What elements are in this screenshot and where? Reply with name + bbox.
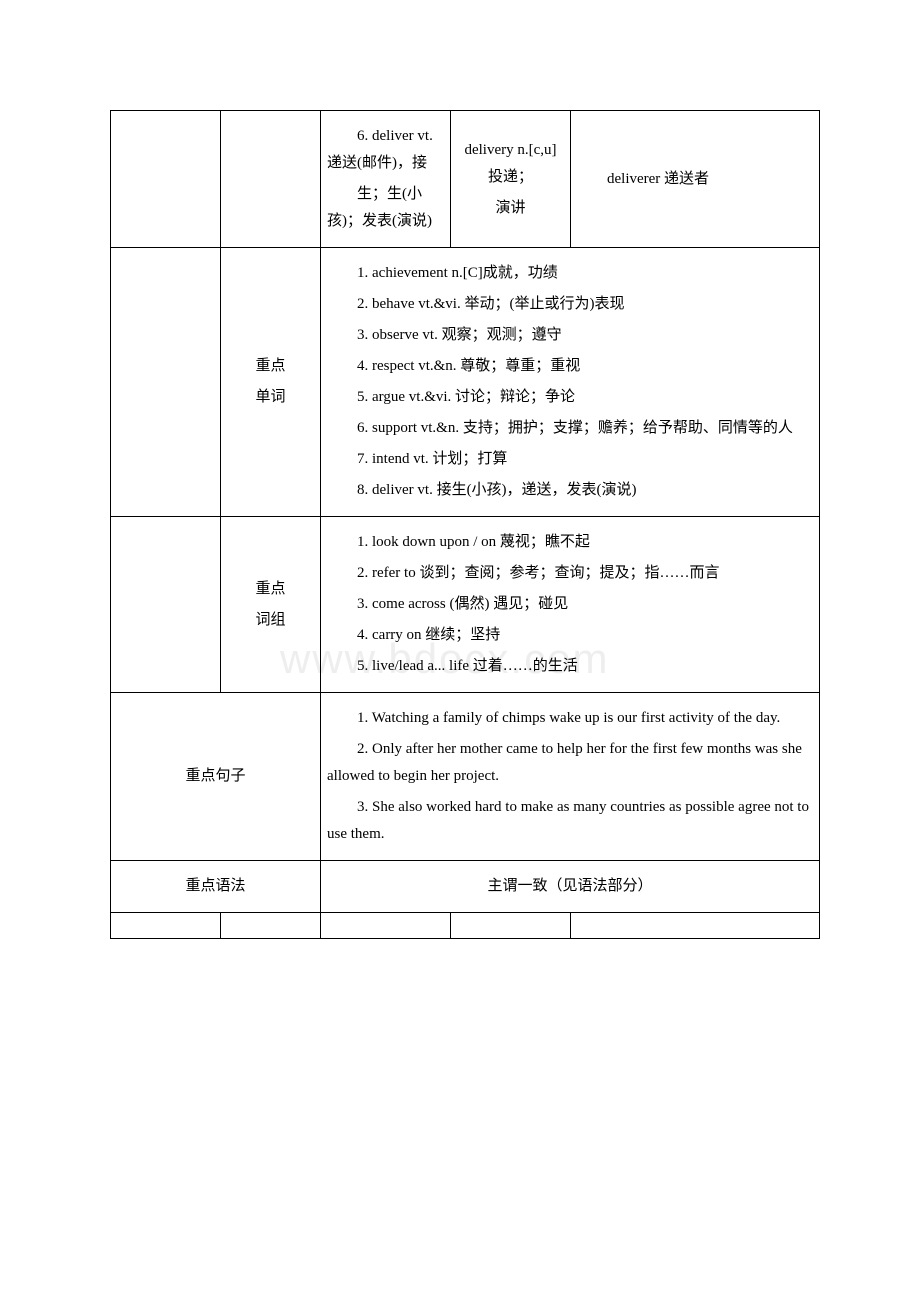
phrase-3: 3. come across (偶然) 遇见；碰见 bbox=[327, 591, 813, 618]
phrase-2: 2. refer to 谈到；查阅；参考；查询；提及；指……而言 bbox=[327, 560, 813, 587]
cell-deliverer: deliverer 递送者 bbox=[571, 111, 820, 248]
word-2: 2. behave vt.&vi. 举动；(举止或行为)表现 bbox=[327, 291, 813, 318]
row-key-phrases: 重点 词组 1. look down upon / on 蔑视；瞧不起 2. r… bbox=[111, 517, 820, 693]
delivery-text-2: 演讲 bbox=[457, 195, 564, 222]
cell-label-phrases: 重点 词组 bbox=[221, 517, 321, 693]
label-grammar: 重点语法 bbox=[117, 873, 314, 900]
word-5: 5. argue vt.&vi. 讨论；辩论；争论 bbox=[327, 384, 813, 411]
sentence-3: 3. She also worked hard to make as many … bbox=[327, 794, 813, 848]
cell-sentences-content: 1. Watching a family of chimps wake up i… bbox=[321, 693, 820, 861]
cell-delivery: delivery n.[c,u]投递； 演讲 bbox=[451, 111, 571, 248]
word-1: 1. achievement n.[C]成就，功绩 bbox=[327, 260, 813, 287]
label-words-1: 重点 bbox=[227, 353, 314, 380]
deliver-text-2: 生；生(小孩)；发表(演说) bbox=[327, 181, 444, 235]
empty-cell-3 bbox=[321, 913, 451, 939]
cell-deliver-def: 6. deliver vt.递送(邮件)，接 生；生(小孩)；发表(演说) bbox=[321, 111, 451, 248]
grammar-text: 主谓一致（见语法部分） bbox=[327, 873, 813, 900]
label-phrases-1: 重点 bbox=[227, 576, 314, 603]
row-key-grammar: 重点语法 主谓一致（见语法部分） bbox=[111, 861, 820, 913]
sentence-2: 2. Only after her mother came to help he… bbox=[327, 736, 813, 790]
cell-phrases-content: 1. look down upon / on 蔑视；瞧不起 2. refer t… bbox=[321, 517, 820, 693]
empty-cell-1 bbox=[111, 913, 221, 939]
empty-cell-2 bbox=[221, 913, 321, 939]
empty-cell-4 bbox=[451, 913, 571, 939]
label-sentences: 重点句子 bbox=[117, 763, 314, 790]
word-8: 8. deliver vt. 接生(小孩)，递送，发表(演说) bbox=[327, 477, 813, 504]
word-4: 4. respect vt.&n. 尊敬；尊重；重视 bbox=[327, 353, 813, 380]
cell-empty-1 bbox=[111, 111, 221, 248]
cell-label-words: 重点 单词 bbox=[221, 248, 321, 517]
sentence-1: 1. Watching a family of chimps wake up i… bbox=[327, 705, 813, 732]
study-table: 6. deliver vt.递送(邮件)，接 生；生(小孩)；发表(演说) de… bbox=[110, 110, 820, 939]
phrase-1: 1. look down upon / on 蔑视；瞧不起 bbox=[327, 529, 813, 556]
label-phrases-2: 词组 bbox=[227, 607, 314, 634]
row-deliver: 6. deliver vt.递送(邮件)，接 生；生(小孩)；发表(演说) de… bbox=[111, 111, 820, 248]
deliverer-text: deliverer 递送者 bbox=[577, 166, 813, 193]
cell-grammar-content: 主谓一致（见语法部分） bbox=[321, 861, 820, 913]
cell-label-grammar: 重点语法 bbox=[111, 861, 321, 913]
phrase-4: 4. carry on 继续；坚持 bbox=[327, 622, 813, 649]
phrase-5: 5. live/lead a... life 过着……的生活 bbox=[327, 653, 813, 680]
label-words-2: 单词 bbox=[227, 384, 314, 411]
delivery-text-1: delivery n.[c,u]投递； bbox=[457, 137, 564, 191]
cell-words-content: 1. achievement n.[C]成就，功绩 2. behave vt.&… bbox=[321, 248, 820, 517]
word-6: 6. support vt.&n. 支持；拥护；支撑；赡养；给予帮助、同情等的人 bbox=[327, 415, 813, 442]
row-empty bbox=[111, 913, 820, 939]
cell-empty-4 bbox=[111, 517, 221, 693]
deliver-text-1: 6. deliver vt.递送(邮件)，接 bbox=[327, 123, 444, 177]
row-key-sentences: 重点句子 1. Watching a family of chimps wake… bbox=[111, 693, 820, 861]
cell-empty-2 bbox=[221, 111, 321, 248]
word-3: 3. observe vt. 观察；观测；遵守 bbox=[327, 322, 813, 349]
empty-cell-5 bbox=[571, 913, 820, 939]
word-7: 7. intend vt. 计划；打算 bbox=[327, 446, 813, 473]
row-key-words: 重点 单词 1. achievement n.[C]成就，功绩 2. behav… bbox=[111, 248, 820, 517]
cell-label-sentences: 重点句子 bbox=[111, 693, 321, 861]
cell-empty-3 bbox=[111, 248, 221, 517]
